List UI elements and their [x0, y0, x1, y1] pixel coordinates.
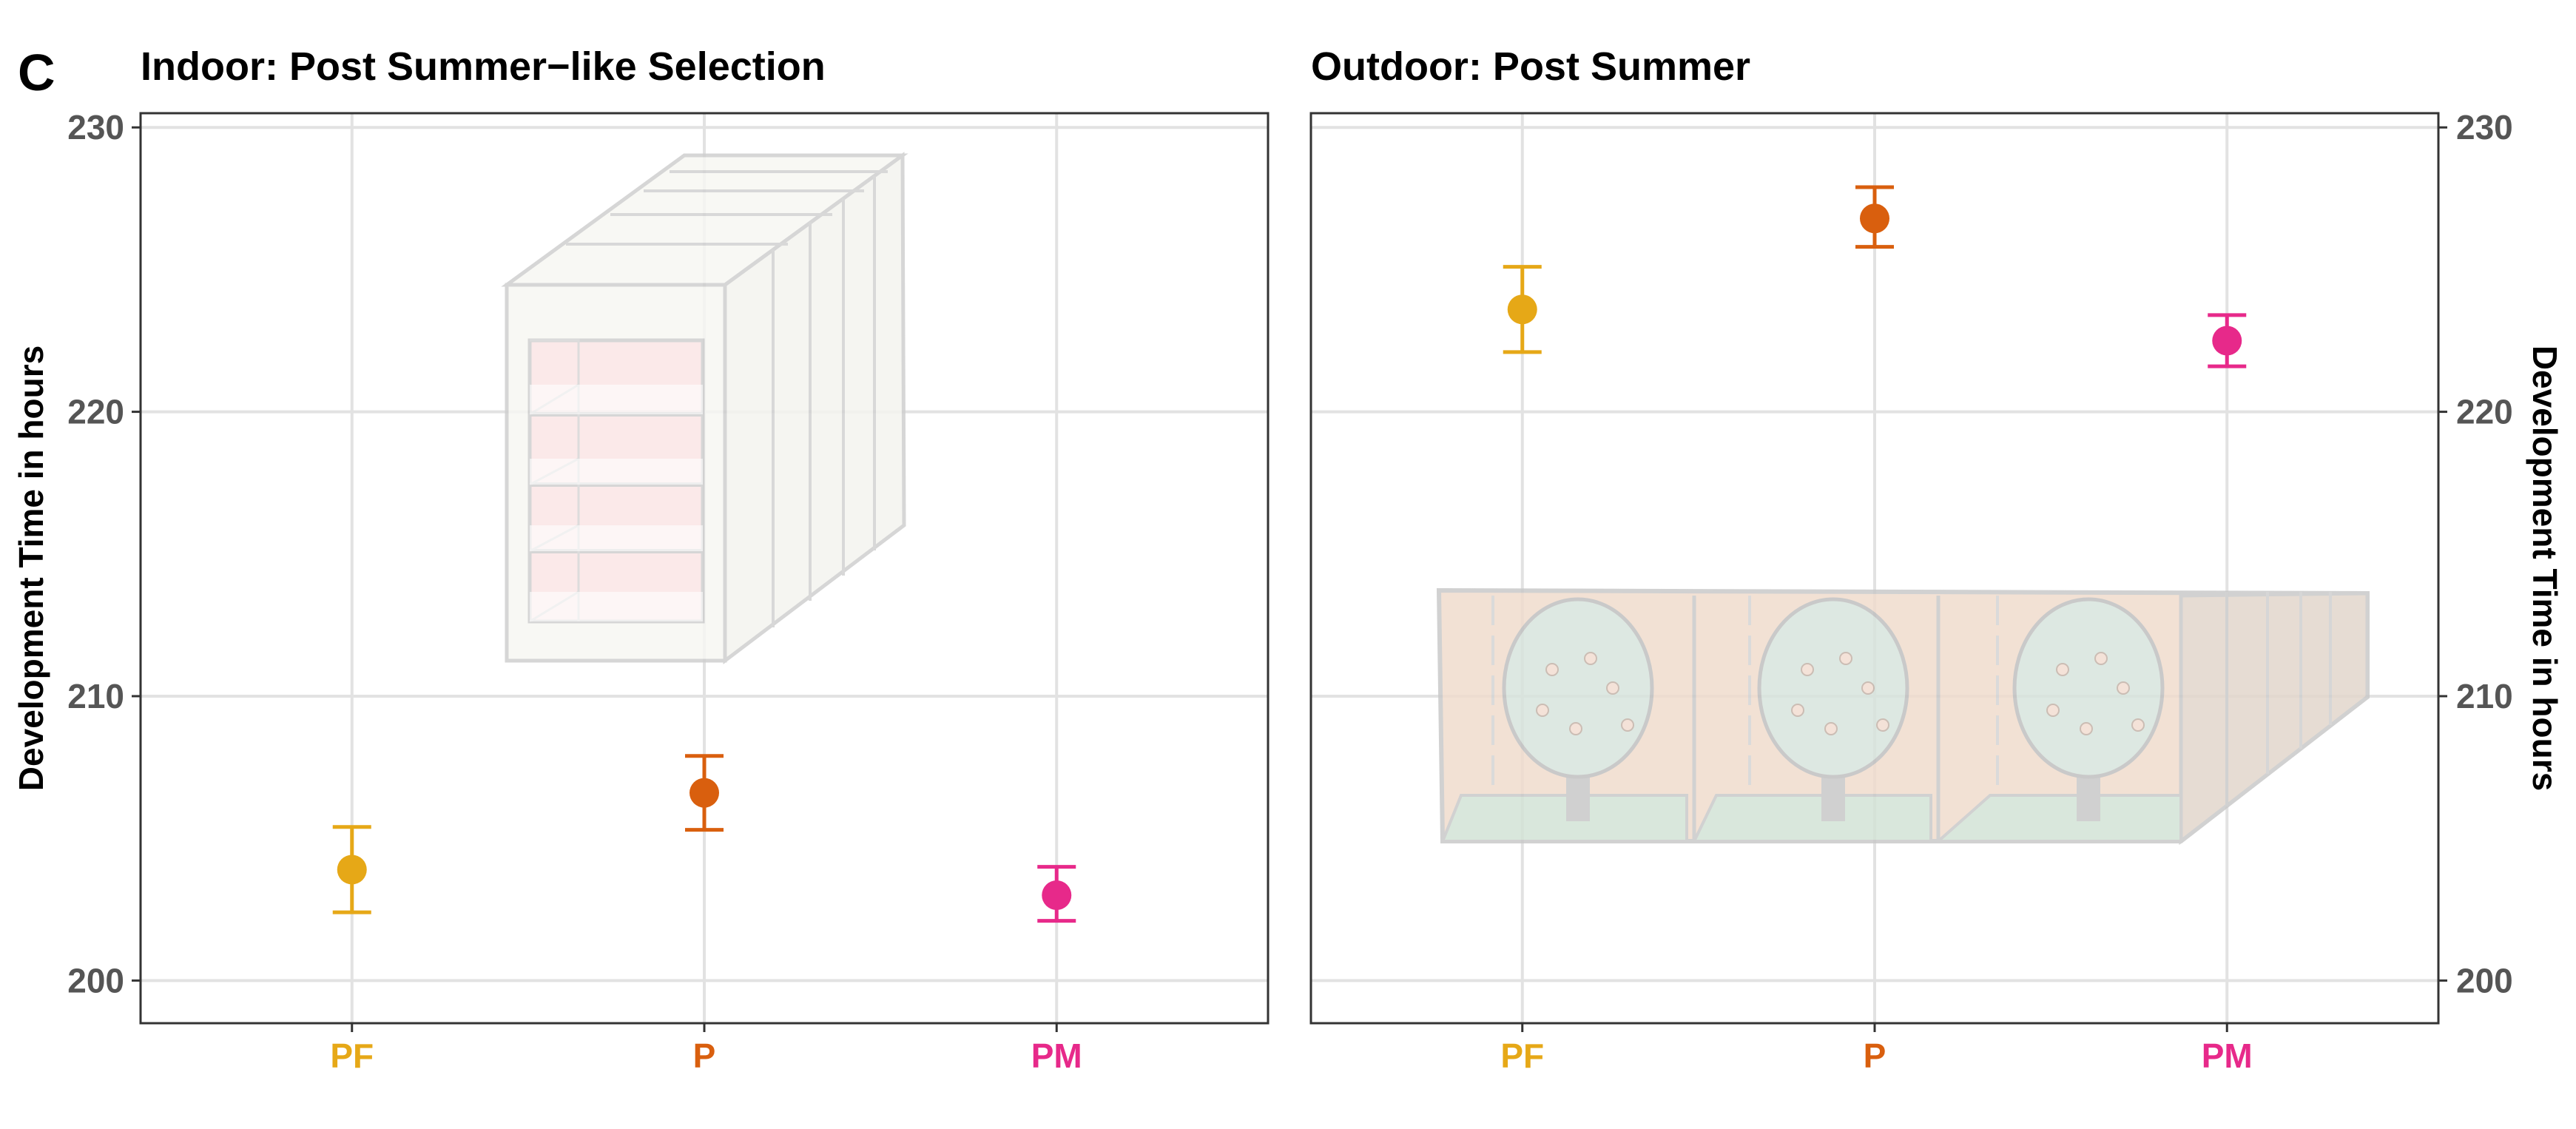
- y-tick-label: 230: [2456, 108, 2513, 146]
- x-tick-label-pm: PM: [1031, 1037, 1082, 1075]
- x-tick-label-pf: PF: [330, 1037, 374, 1075]
- x-tick-label-p: P: [1864, 1037, 1887, 1075]
- outdoor-panel: Outdoor: Post Summer: [1309, 44, 2564, 1075]
- tree-1-icon: [1502, 597, 1654, 821]
- point-p: [1855, 185, 1894, 249]
- tree-2-icon: [1757, 597, 1909, 821]
- point-pf: [332, 825, 371, 914]
- y-tick-label: 230: [67, 108, 124, 146]
- x-tick-label-pf: PF: [1500, 1037, 1544, 1075]
- indoor-panel-title: Indoor: Post Summer−like Selection: [141, 44, 826, 89]
- x-tick-label-p: P: [693, 1037, 716, 1075]
- indoor-x-axis: PF P PM: [330, 1023, 1082, 1075]
- y-tick-label: 220: [67, 393, 124, 431]
- y-axis-label-left: Development Time in hours: [12, 346, 50, 791]
- data-point-marker: [1860, 203, 1889, 234]
- data-point-marker: [2212, 326, 2242, 356]
- y-axis-label-right: Development Time in hours: [2526, 346, 2564, 791]
- y-tick-label: 200: [2456, 961, 2513, 1000]
- point-p: [685, 754, 724, 832]
- outdoor-x-axis: PF P PM: [1500, 1023, 2253, 1075]
- y-tick-label: 200: [67, 961, 124, 1000]
- outdoor-y-axis: 200 210 220 230: [2438, 108, 2513, 1000]
- panel-letter: C: [18, 44, 55, 101]
- point-pm: [1037, 865, 1076, 923]
- outdoor-panel-title: Outdoor: Post Summer: [1311, 44, 1750, 89]
- data-point-marker: [689, 778, 719, 808]
- point-pm: [2208, 313, 2247, 368]
- data-point-marker: [1507, 294, 1537, 325]
- point-pf: [1503, 265, 1542, 354]
- data-point-marker: [1042, 880, 1072, 911]
- outdoor-orchard-enclosure-illustration: [1436, 587, 2370, 846]
- indoor-data-marks: [332, 754, 1076, 923]
- y-tick-label: 210: [67, 677, 124, 715]
- indoor-panel: Indoor: Post Summer−like Selection 200 21…: [12, 44, 1270, 1075]
- data-point-marker: [337, 855, 367, 885]
- y-tick-label: 210: [2456, 677, 2513, 715]
- indoor-y-axis: 200 210 220 230: [67, 108, 141, 1000]
- y-tick-label: 220: [2456, 393, 2513, 431]
- climate-chamber-illustration: [501, 152, 908, 665]
- x-tick-label-pm: PM: [2202, 1037, 2253, 1075]
- tree-3-icon: [2012, 597, 2165, 821]
- outdoor-data-marks: [1503, 185, 2247, 368]
